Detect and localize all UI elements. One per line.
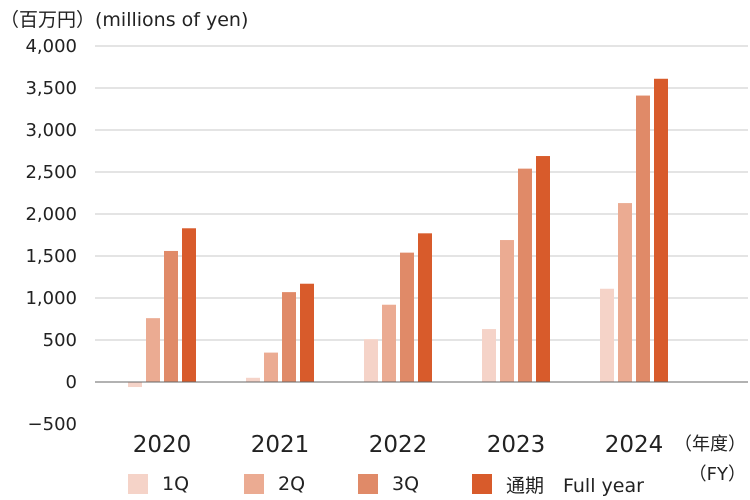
bar-2020-4 — [182, 228, 196, 382]
x-category-label: 2023 — [487, 432, 546, 458]
bar-2023-1 — [482, 329, 496, 382]
bar-2021-3 — [282, 292, 296, 382]
legend-swatch-2q — [244, 474, 264, 494]
y-tick-label: 500 — [43, 330, 77, 351]
x-axis-categories: 2020 2021 2022 2023 2024 — [133, 432, 664, 458]
y-axis-ticks: −500 0 500 1,000 1,500 2,000 2,500 3,000 3,500 4,… — [25, 36, 77, 435]
bar-2024-1 — [600, 288, 614, 382]
bar-2021-4 — [300, 283, 314, 382]
x-category-label: 2024 — [605, 432, 664, 458]
bar-2024-2 — [618, 203, 632, 382]
y-tick-label: 1,000 — [25, 288, 77, 309]
x-category-label: 2021 — [251, 432, 310, 458]
legend-label-2q: 2Q — [278, 473, 306, 495]
legend: 1Q 2Q 3Q 通期 Full year — [0, 471, 750, 497]
bar-2022-2 — [382, 304, 396, 382]
y-tick-label: 2,500 — [25, 162, 77, 183]
fiscal-year-label-ja: （年度） — [674, 434, 746, 455]
fiscal-year-label-en: （FY） — [689, 464, 746, 485]
bars — [128, 78, 668, 388]
bar-2024-4 — [654, 78, 668, 382]
legend-swatch-1q — [128, 474, 148, 494]
legend-item-2q: 2Q — [244, 471, 305, 497]
bar-2021-2 — [264, 352, 278, 382]
x-category-label: 2020 — [133, 432, 192, 458]
y-tick-label: 1,500 — [25, 246, 77, 267]
y-tick-label: −500 — [28, 414, 77, 435]
legend-swatch-full-year — [472, 474, 492, 494]
bar-2020-1 — [128, 382, 142, 388]
legend-item-3q: 3Q — [358, 471, 419, 497]
y-tick-label: 2,000 — [25, 204, 77, 225]
legend-label-full-year: 通期 Full year — [506, 474, 644, 497]
legend-label-1q: 1Q — [162, 473, 190, 495]
bar-2023-4 — [536, 156, 550, 382]
bar-2021-1 — [246, 377, 260, 382]
bar-2020-2 — [146, 318, 160, 382]
bar-2022-1 — [364, 339, 378, 382]
bar-2022-3 — [400, 252, 414, 382]
y-tick-label: 3,500 — [25, 78, 77, 99]
bar-2023-3 — [518, 168, 532, 382]
legend-label-3q: 3Q — [392, 473, 420, 495]
y-tick-label: 0 — [66, 372, 77, 393]
bar-2023-2 — [500, 240, 514, 382]
y-tick-label: 3,000 — [25, 120, 77, 141]
bar-2024-3 — [636, 95, 650, 382]
x-category-label: 2022 — [369, 432, 428, 458]
y-axis-unit-label: （百万円）(millions of yen) — [0, 9, 249, 31]
legend-item-1q: 1Q — [128, 471, 189, 497]
legend-swatch-3q — [358, 474, 378, 494]
bar-2022-4 — [418, 233, 432, 382]
bar-2020-3 — [164, 250, 178, 382]
y-tick-label: 4,000 — [25, 36, 77, 57]
legend-item-full-year: 通期 Full year — [472, 471, 644, 497]
